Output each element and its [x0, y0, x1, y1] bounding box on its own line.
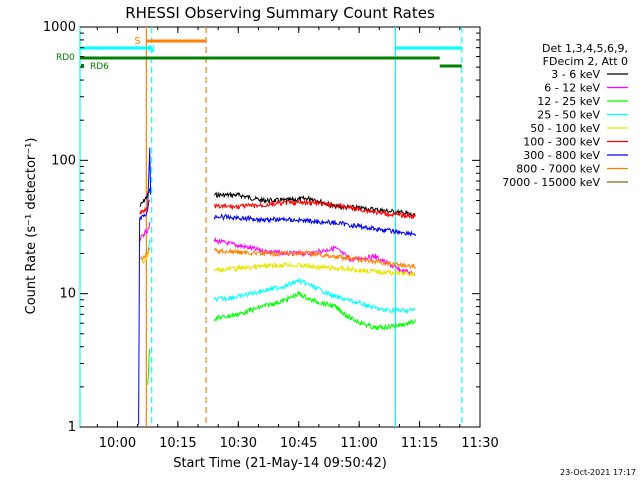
legend-label-5: 100 - 300 keV: [523, 136, 600, 149]
radiation-label-rd6: RD6: [90, 62, 109, 72]
y-tick-label-2: 100: [51, 153, 76, 168]
series-7: [140, 247, 416, 270]
legend-label-7: 800 - 7000 keV: [516, 163, 600, 176]
y-axis-ticks: 1 10 100 1000: [43, 20, 480, 435]
series-6-segment-0: [138, 147, 152, 425]
y-tick-label-1: 10: [59, 287, 76, 302]
series-7-segment-1: [213, 247, 416, 270]
attenuator-label-0: S: [134, 36, 140, 47]
footer-date: 23-Oct-2021 17:17: [560, 468, 636, 477]
x-tick-label-5: 11:15: [401, 436, 438, 451]
chart-title: RHESSI Observing Summary Count Rates: [125, 4, 435, 22]
x-tick-label-4: 11:00: [340, 436, 377, 451]
series-2-segment-1: [213, 290, 416, 332]
x-tick-label-6: 11:30: [461, 436, 498, 451]
x-axis-label: Start Time (21-May-14 09:50:42): [173, 456, 387, 471]
night-label-0: N: [148, 44, 155, 55]
series-2: [147, 290, 416, 385]
y-tick-label-0: 1: [68, 420, 76, 435]
legend-header-1: FDecim 2, Att 0: [543, 55, 628, 68]
y-tick-label-3: 1000: [43, 20, 76, 35]
series-3: [147, 239, 416, 315]
series-7-segment-0: [140, 247, 151, 261]
series-4: [141, 251, 416, 277]
legend-label-2: 12 - 25 keV: [537, 95, 600, 108]
series-4-segment-0: [141, 251, 151, 265]
series-0-segment-1: [213, 191, 416, 217]
x-tick-label-0: 10:00: [99, 436, 136, 451]
series-6-segment-1: [213, 213, 416, 238]
legend-label-4: 50 - 100 keV: [530, 122, 600, 135]
radiation-label-rd0: RD0: [56, 53, 75, 63]
plot-area: SN RD0 RD6: [56, 26, 481, 428]
series-1-segment-0: [139, 222, 151, 242]
series-6: [138, 147, 416, 425]
x-tick-label-1: 10:15: [159, 436, 196, 451]
legend-header-0: Det 1,3,4,5,6,9,: [542, 42, 628, 55]
legend-label-0: 3 - 6 keV: [551, 68, 600, 81]
series-2-segment-0: [147, 348, 151, 385]
series-5-segment-1: [213, 198, 416, 219]
radiation-marker: [81, 64, 84, 67]
x-axis-ticks: 10:00 10:15 10:30 10:45 11:00 11:15 11:30: [96, 27, 499, 451]
legend-label-6: 300 - 800 keV: [523, 149, 600, 162]
x-tick-label-3: 10:45: [280, 436, 317, 451]
legend-label-1: 6 - 12 keV: [544, 82, 600, 95]
series-3-segment-1: [213, 278, 416, 315]
series-1-segment-1: [213, 236, 416, 276]
legend-label-8: 7000 - 15000 keV: [502, 176, 600, 189]
series-3-segment-0: [147, 239, 151, 253]
legend-label-3: 25 - 50 keV: [537, 109, 600, 122]
series-4-segment-1: [213, 261, 416, 277]
x-tick-label-2: 10:30: [220, 436, 257, 451]
y-axis-label: Count Rate (s⁻¹ detector⁻¹): [24, 138, 39, 315]
legend: Det 1,3,4,5,6,9,FDecim 2, Att 03 - 6 keV…: [502, 42, 628, 189]
